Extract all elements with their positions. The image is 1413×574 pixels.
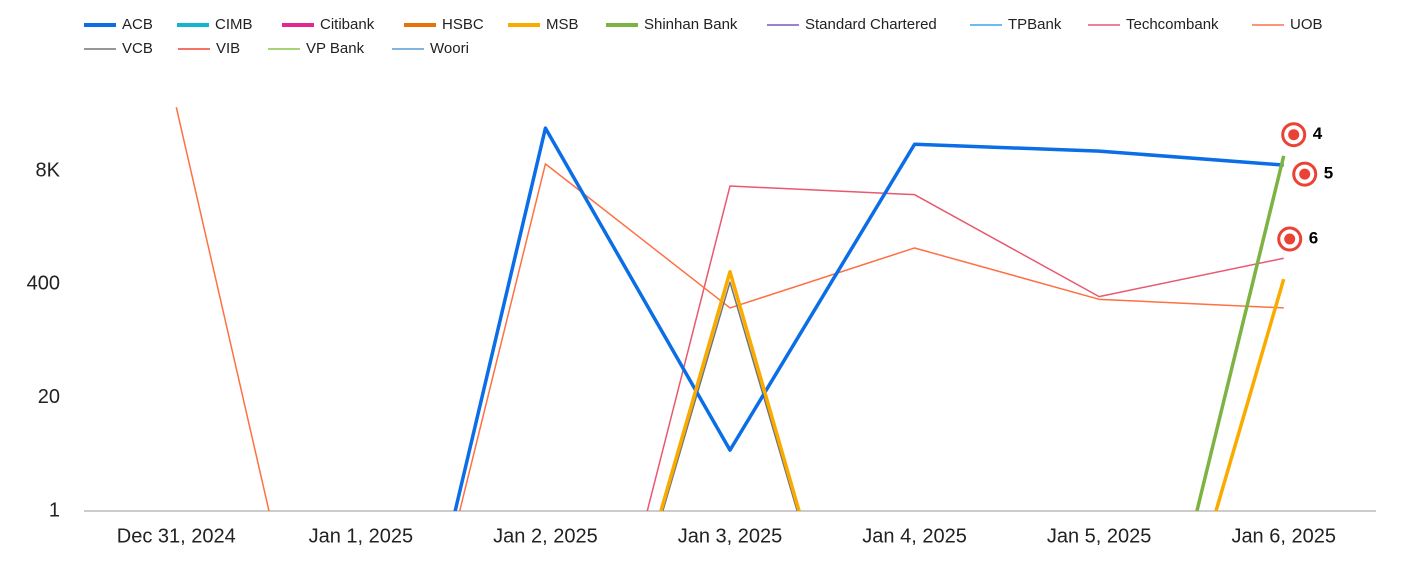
legend-label: Citibank [320,16,375,33]
x-tick-label: Jan 5, 2025 [1047,525,1152,547]
annotation-label: 6 [1309,229,1318,248]
y-tick-label: 400 [27,273,60,295]
series-line [175,106,1284,511]
legend-label: Techcombank [1126,16,1219,33]
x-tick-label: Jan 6, 2025 [1231,525,1336,547]
legend: ACB CIMB Citibank HSBC MSB Shinhan Bank Standa… [84,16,1323,57]
x-tick-label: Jan 2, 2025 [493,525,598,547]
annotations: 4 5 6 [1277,122,1333,252]
x-tick-label: Dec 31, 2024 [117,525,236,547]
legend-label: VIB [216,40,240,57]
series-line [659,269,1286,511]
y-tick-label: 1 [49,499,60,521]
legend-label: Shinhan Bank [644,16,738,33]
annotation-label: 4 [1313,124,1323,143]
x-tick-label: Jan 3, 2025 [678,525,783,547]
y-tick-label: 20 [38,386,60,408]
legend-label: MSB [546,16,579,33]
series-line [646,185,1284,511]
legend-label: VCB [122,40,153,57]
annotation-dot [1288,129,1300,141]
y-tick-label: 8K [36,159,61,181]
annotation-label: 5 [1324,164,1333,183]
legend-label: UOB [1290,16,1323,33]
x-tick-label: Jan 1, 2025 [309,525,414,547]
legend-label: Standard Chartered [805,16,937,33]
x-tick-label: Jan 4, 2025 [862,525,967,547]
legend-label: Woori [430,40,469,57]
axes: 1 20 400 8K Dec 31, 2024 Jan 1, 2025 Jan 2, 20… [27,159,1376,547]
legend-label: CIMB [215,16,253,33]
legend-label: ACB [122,16,153,33]
legend-label: HSBC [442,16,484,33]
legend-label: TPBank [1008,16,1062,33]
annotation-dot [1284,233,1296,245]
legend-label: VP Bank [306,40,365,57]
series-line [453,126,1284,511]
plot-area [175,106,1286,511]
annotation-dot [1299,168,1311,180]
series-line [662,281,798,511]
